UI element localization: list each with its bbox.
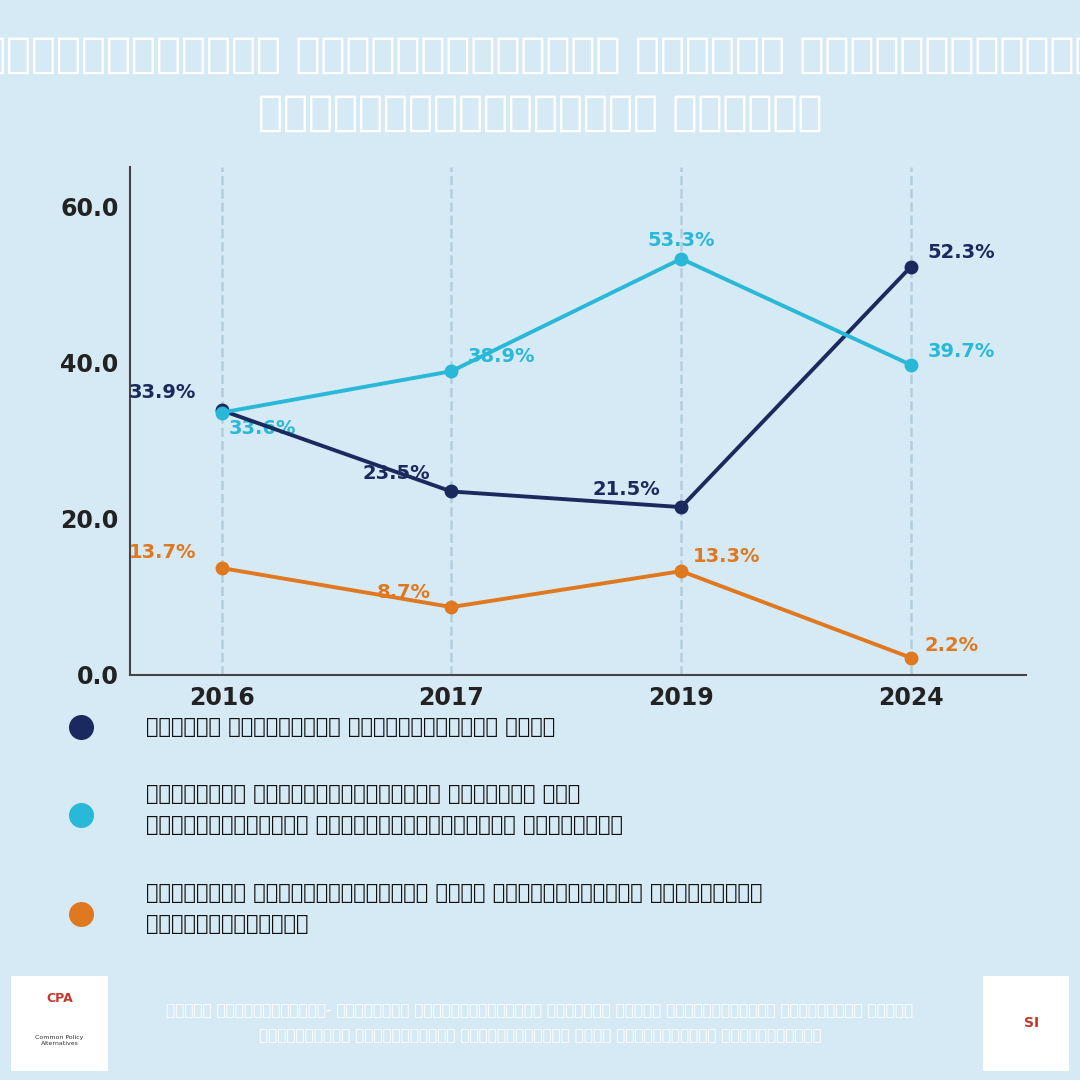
Text: தற்போதைய அரசியலமைப்பானது தேவையான சில
மாற்றங்களுடன் தொடர்ந்திருத்தல் வேண்டும்: தற்போதைய அரசியலமைப்பானது தேவையான சில மாற… <box>146 783 623 835</box>
Text: 39.7%: 39.7% <box>928 341 995 361</box>
Bar <box>11 975 108 1071</box>
Text: CPA: CPA <box>46 991 72 1004</box>
Text: 2.2%: 2.2% <box>924 636 980 656</box>
Text: 52.3%: 52.3% <box>928 243 996 262</box>
Text: 38.9%: 38.9% <box>468 347 536 366</box>
Text: 8.7%: 8.7% <box>377 582 431 602</box>
Text: 33.6%: 33.6% <box>229 419 296 437</box>
Text: 33.9%: 33.9% <box>130 383 197 402</box>
Text: Common Policy
Alternatives: Common Policy Alternatives <box>36 1035 83 1045</box>
Text: 53.3%: 53.3% <box>648 231 715 251</box>
Text: 23.5%: 23.5% <box>363 464 431 483</box>
Text: 13.7%: 13.7% <box>129 543 197 563</box>
Text: அரசியலமைப்பு சீர்திருத்தம் பற்றிய பொதுமக்களின்
அபிப்பிராயத்தின் போக்கு: அரசியலமைப்பு சீர்திருத்தம் பற்றிய பொதுமக… <box>0 33 1080 134</box>
Text: தற்போதைய அரசியலமைப்பில் எந்த மாற்றங்களும் மேற்கொள்ள
வேண்டியதில்லை: தற்போதைய அரசியலமைப்பில் எந்த மாற்றங்களும… <box>146 882 762 934</box>
Text: எமக்கு புதியதோரு அரசியலமைப்பு தேவை: எமக்கு புதியதோரு அரசியலமைப்பு தேவை <box>146 717 555 738</box>
Bar <box>983 975 1069 1071</box>
Text: 13.3%: 13.3% <box>692 546 760 566</box>
Text: SI: SI <box>1024 1016 1039 1030</box>
Text: 21.5%: 21.5% <box>593 480 660 499</box>
Text: சோஷல் இன்டிகேட்டர்- மாற்றுக் கொள்கைகளுக்கான நிலையம் கடந்த தசாப்தங்களாக மேற்கொண்ட: சோஷல் இன்டிகேட்டர்- மாற்றுக் கொள்கைகளுக்… <box>166 1003 914 1043</box>
